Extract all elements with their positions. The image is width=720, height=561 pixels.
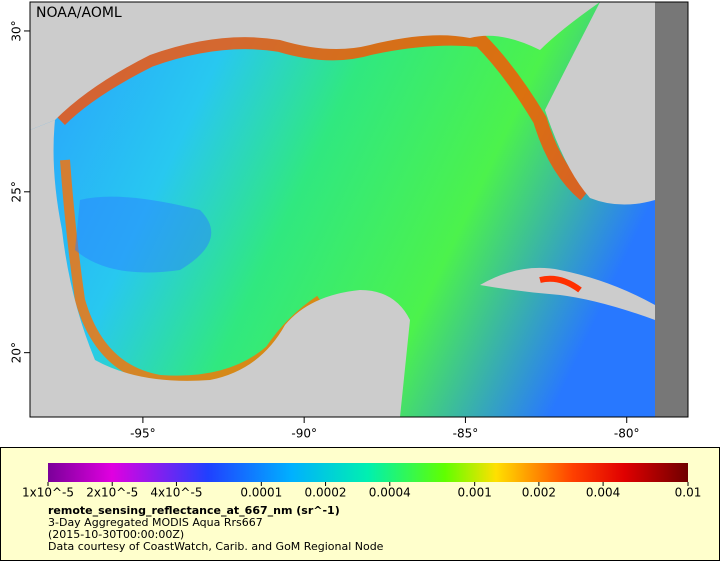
x-tick-label: -85°	[453, 427, 479, 441]
credit: NOAA/AOML	[36, 5, 122, 21]
colorbar-tick-label: 0.01	[675, 486, 702, 500]
map-image	[30, 2, 688, 417]
colorbar-tick-label: 0.004	[586, 486, 620, 500]
colorbar-tick-label: 0.002	[522, 486, 556, 500]
x-tick-label: -90°	[291, 427, 317, 441]
colorbar-tick-label: 0.0001	[240, 486, 282, 500]
colorbar-tick-label: 1x10^-5	[22, 486, 74, 500]
y-tick-label: 30°	[9, 20, 23, 41]
colorbar-tick-label: 2x10^-5	[86, 486, 138, 500]
colorbar-tick-label: 0.0004	[369, 486, 411, 500]
map-frame	[29, 1, 689, 418]
legend-line: (2015-10-30T00:00:00Z)	[48, 528, 184, 541]
legend-line: 3-Day Aggregated MODIS Aqua Rrs667	[48, 516, 263, 529]
colorbar-tick-label: 0.0002	[305, 486, 347, 500]
variable-name: remote_sensing_reflectance_at_667_nm (sr…	[48, 504, 340, 517]
colorbar-tick-label: 4x10^-5	[150, 486, 202, 500]
y-tick-label: 25°	[10, 181, 24, 202]
y-tick-label: 20°	[10, 342, 24, 363]
legend-line: Data courtesy of CoastWatch, Carib. and …	[48, 540, 384, 553]
colorbar	[48, 463, 688, 482]
x-tick-label: -80°	[614, 427, 640, 441]
x-tick-label: -95°	[130, 427, 156, 441]
colorbar-tick-label: 0.001	[457, 486, 491, 500]
